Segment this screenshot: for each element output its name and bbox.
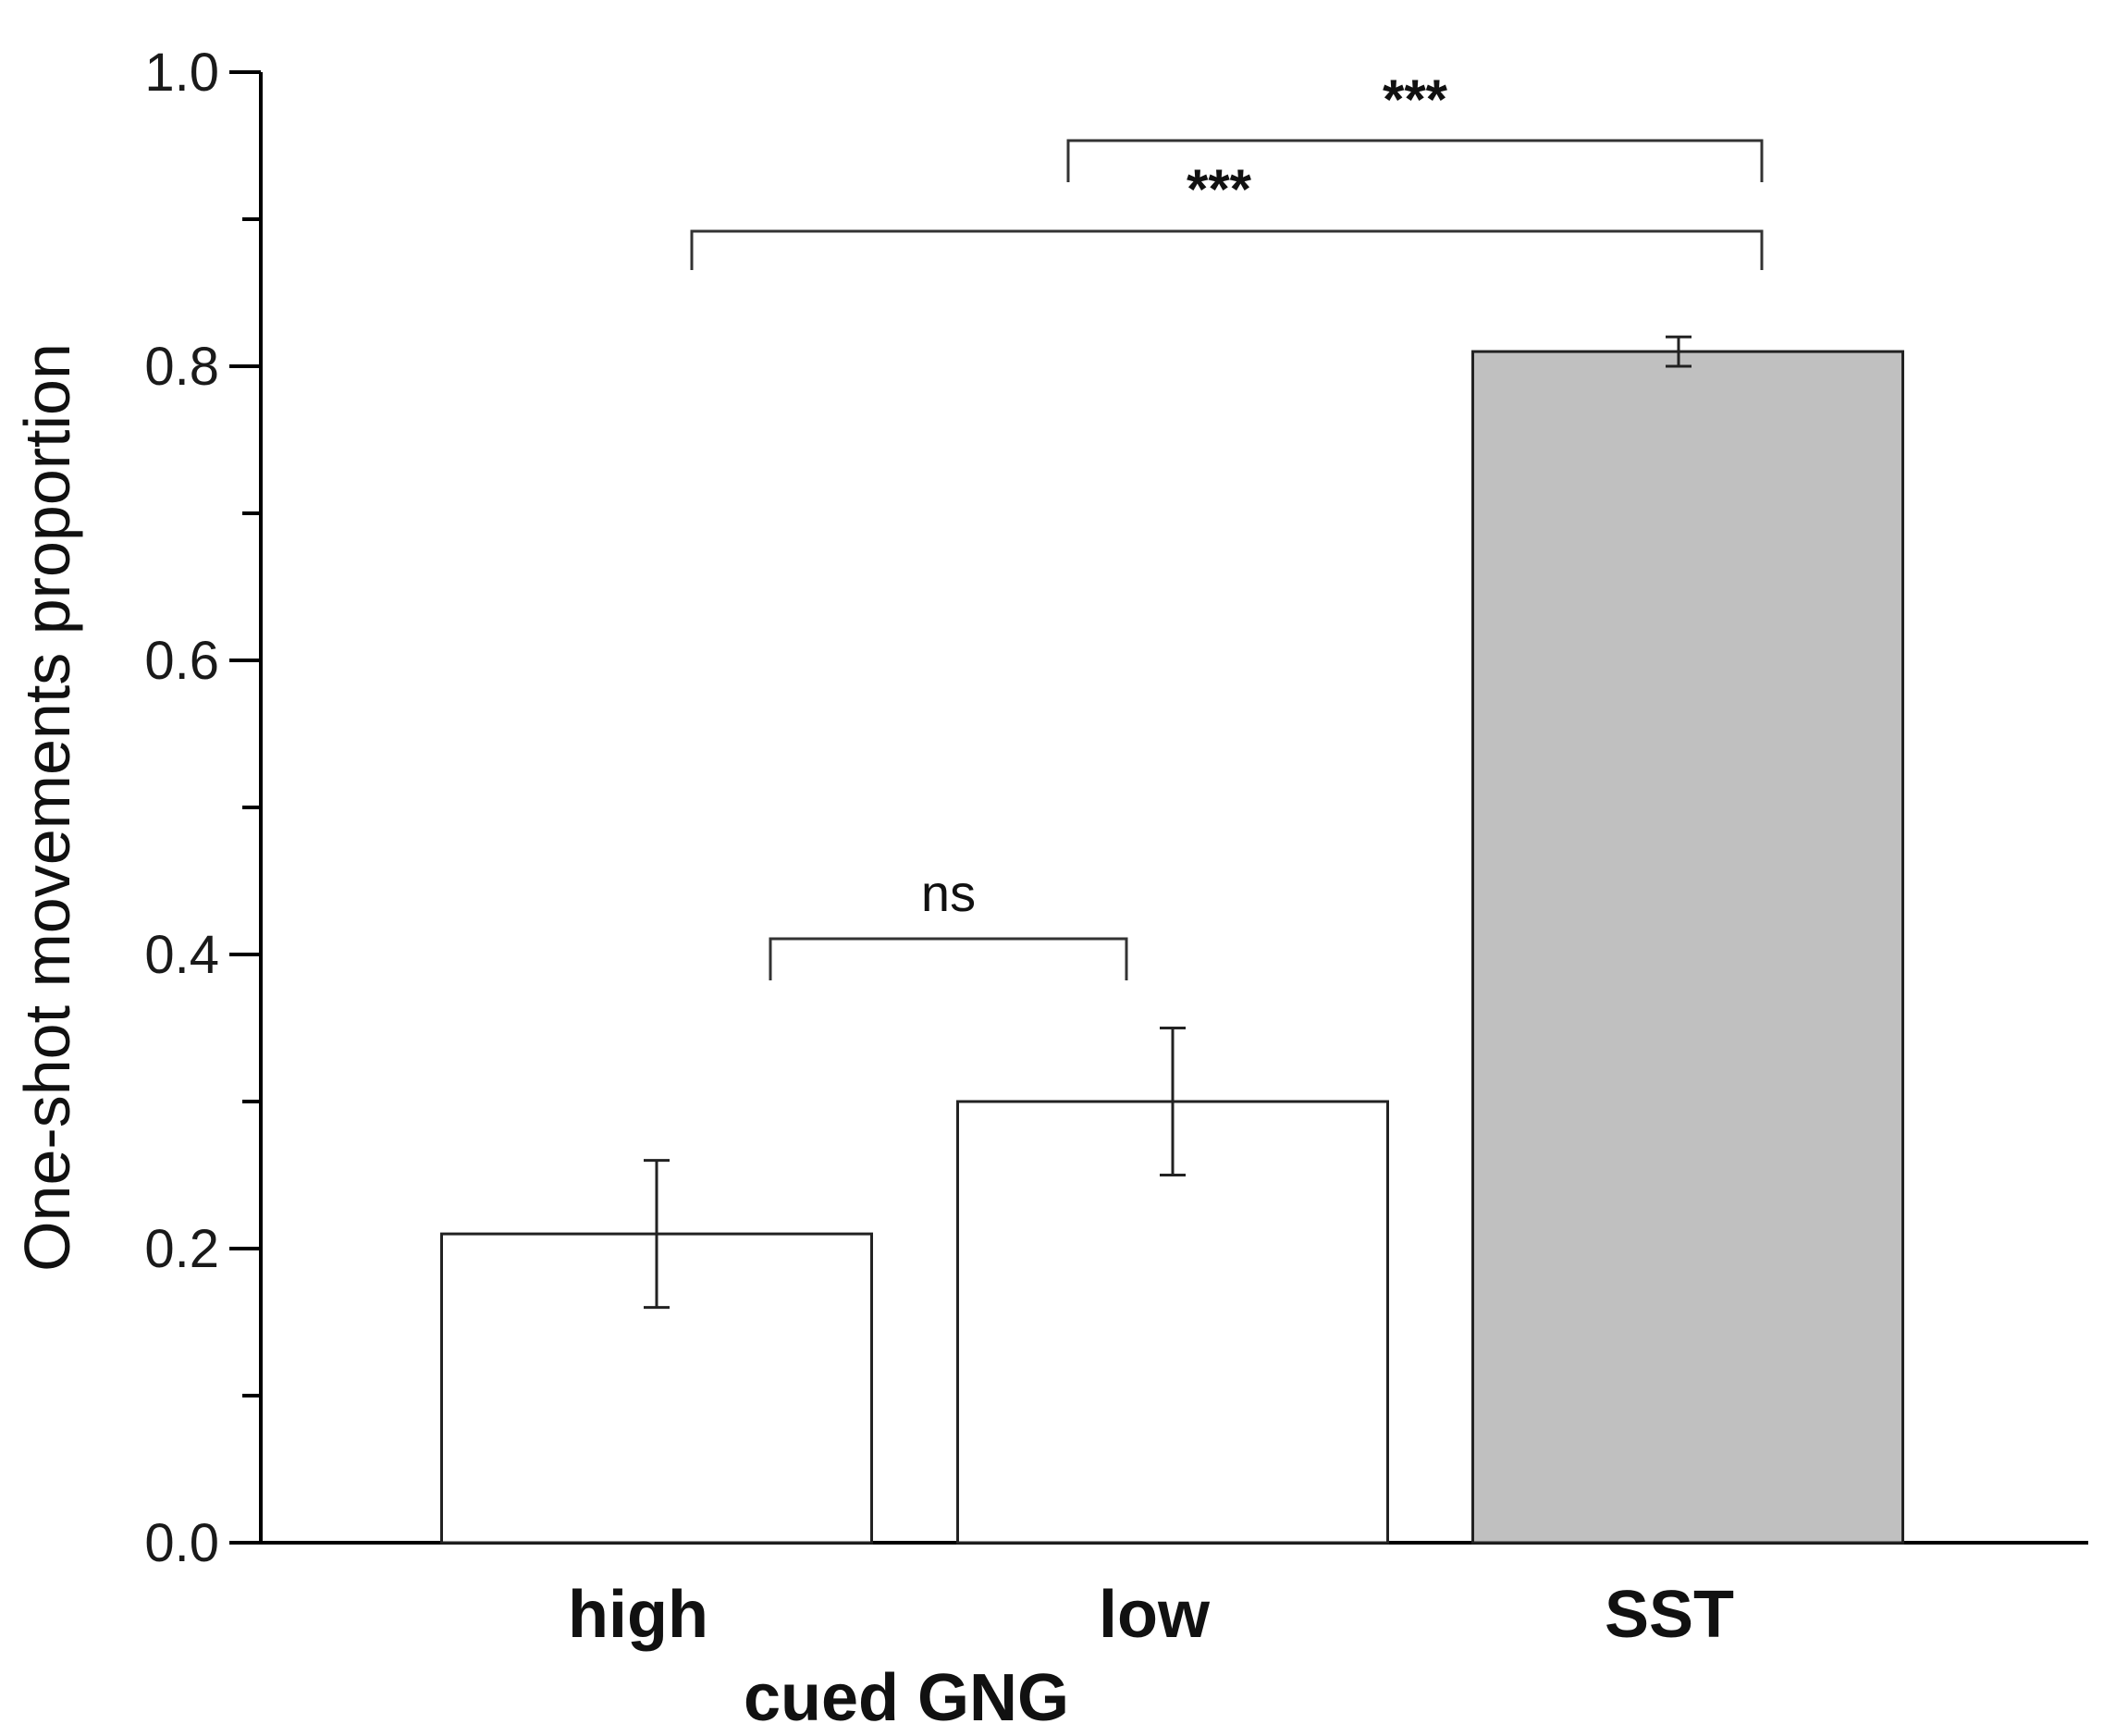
y-tick-label: 0.4	[144, 925, 219, 985]
y-tick-label: 0.0	[144, 1513, 219, 1573]
y-tick-label: 0.6	[144, 631, 219, 691]
significance-label: ***	[1187, 158, 1252, 220]
y-tick-label: 1.0	[144, 43, 219, 103]
category-label-low: low	[1099, 1578, 1211, 1652]
group-label-cued-gng: cued GNG	[744, 1661, 1069, 1735]
y-ticks: 0.0 0.2 0.4 0.6 0.8 1.0	[144, 43, 261, 1573]
y-axis-title: One-shot movements proportion	[11, 343, 83, 1272]
y-tick-label: 0.2	[144, 1219, 219, 1279]
category-labels: high low SST	[568, 1578, 1734, 1652]
significance-brackets: ns *** ***	[690, 68, 1764, 980]
error-bars	[644, 335, 1692, 1310]
y-tick-label: 0.8	[144, 337, 219, 397]
significance-label: ***	[1383, 68, 1448, 130]
bar-sst	[1471, 350, 1904, 1545]
bars	[440, 350, 1904, 1545]
category-label-high: high	[568, 1578, 708, 1652]
significance-bracket-low-sst	[1066, 139, 1764, 182]
significance-bracket-high-low	[769, 937, 1128, 980]
category-label-sst: SST	[1605, 1578, 1734, 1652]
significance-bracket-high-sst	[690, 229, 1764, 270]
significance-label: ns	[921, 864, 976, 922]
